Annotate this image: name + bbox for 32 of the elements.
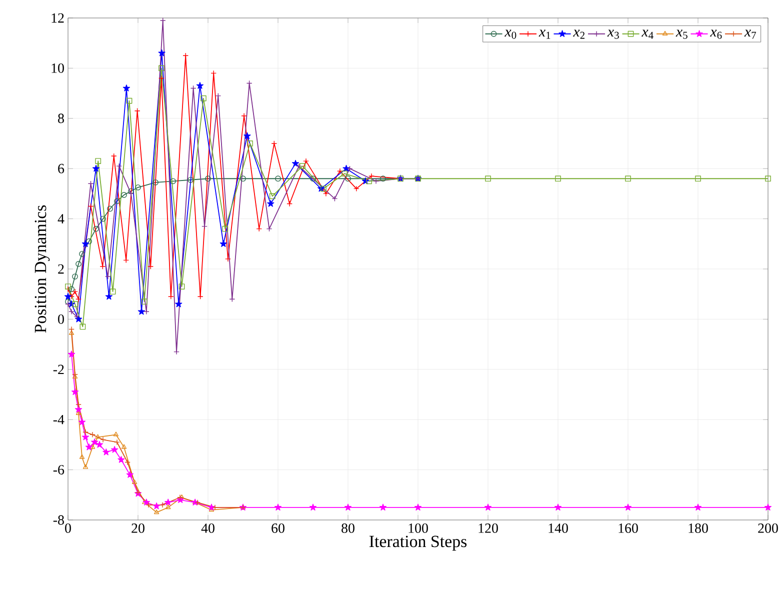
y-tick-label: -2 — [53, 364, 64, 374]
legend-label: x$_{5}$ — [676, 30, 688, 39]
x-tick-label: 140 — [548, 524, 568, 533]
legend-label: x$_{3}$ — [607, 30, 619, 39]
y-tick-label: -6 — [53, 465, 64, 474]
x-axis-title: Iteration Steps — [369, 536, 467, 551]
y-tick-label: 4 — [58, 214, 64, 224]
y-tick-label: 0 — [58, 314, 64, 324]
y-axis-title: Position Dynamics — [34, 205, 50, 333]
x-tick-label: 40 — [201, 524, 214, 533]
legend-label: x$_{7}$ — [744, 30, 756, 39]
x-tick-label: 60 — [272, 524, 284, 533]
x-tick-label: 180 — [688, 524, 708, 533]
y-tick-label: -4 — [53, 414, 64, 424]
y-tick-label: 10 — [52, 63, 64, 73]
y-tick-label: -8 — [53, 515, 64, 525]
legend-label: x$_{0}$ — [504, 30, 516, 39]
y-tick-label: 8 — [58, 114, 64, 124]
x-tick-label: 20 — [132, 524, 144, 533]
x-tick-label: 0 — [65, 524, 71, 533]
x-tick-label: 200 — [758, 524, 778, 533]
legend-label: x$_{1}$ — [538, 30, 550, 39]
y-tick-label: 2 — [58, 264, 64, 274]
x-tick-label: 160 — [618, 524, 638, 533]
y-tick-label: 6 — [58, 164, 64, 174]
legend-label: x$_{2}$ — [573, 30, 584, 39]
y-tick-label: 12 — [52, 13, 64, 23]
x-tick-label: 80 — [342, 524, 354, 533]
legend-label: x$_{4}$ — [642, 30, 654, 39]
legend-label: x$_{6}$ — [710, 30, 722, 39]
x-tick-label: 100 — [408, 524, 428, 533]
x-tick-label: 120 — [478, 524, 498, 533]
